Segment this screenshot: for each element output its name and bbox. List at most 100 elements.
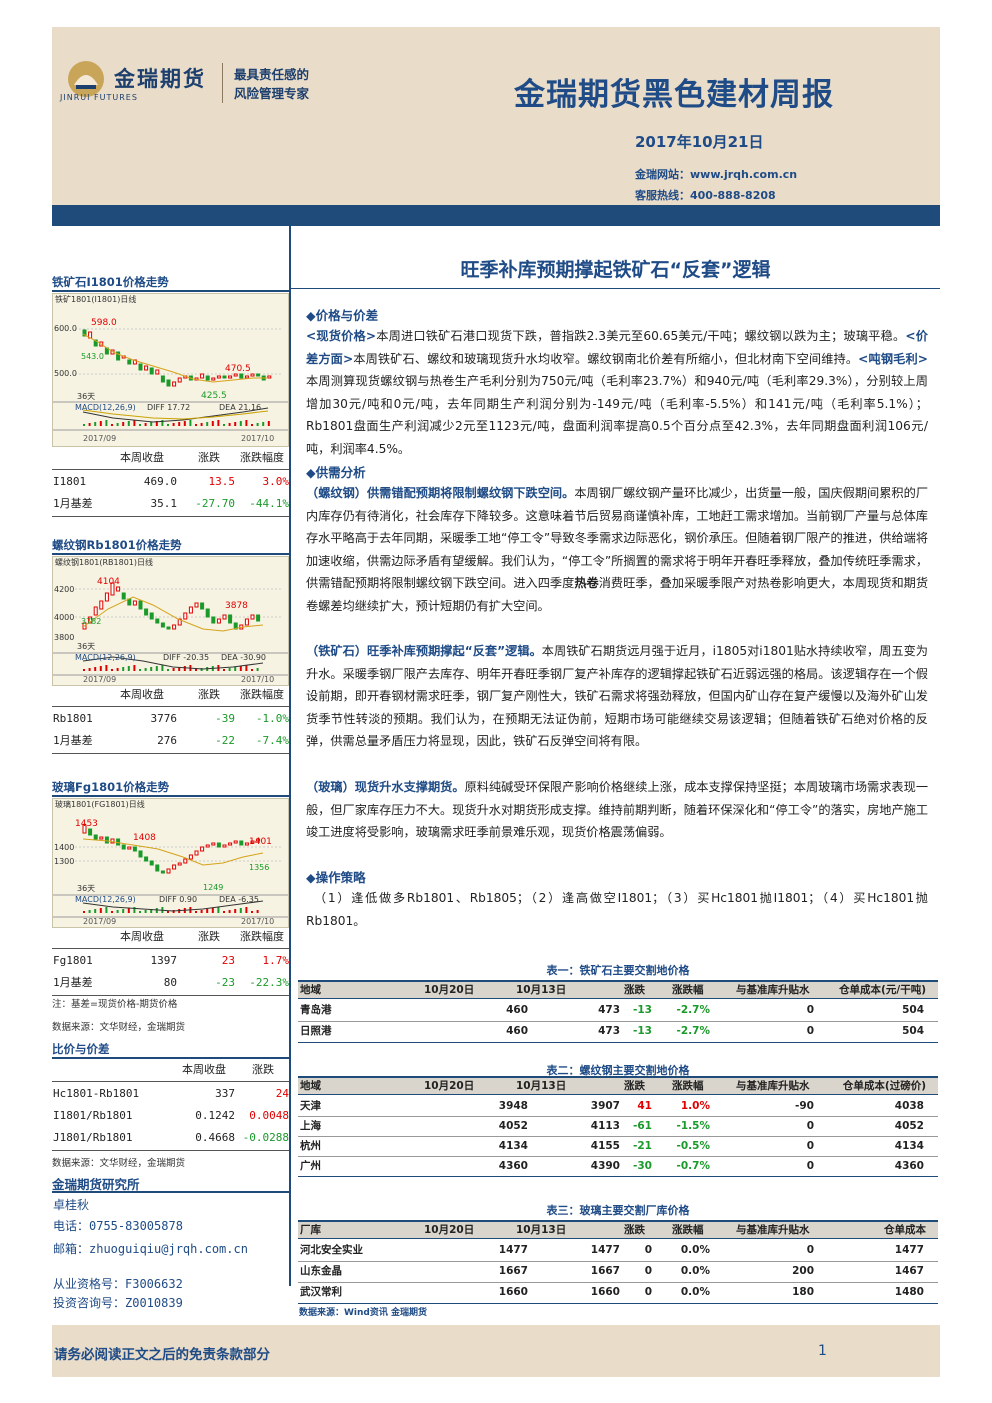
macd-bar	[105, 907, 108, 913]
data-source-note: 数据来源：文华财经，金瑞期货	[52, 1158, 186, 1169]
macd-bar	[155, 421, 158, 426]
candle	[233, 373, 238, 377]
hot-coil-bold: 热卷	[574, 576, 599, 591]
candle	[155, 369, 160, 375]
table-cell: 460	[506, 1004, 528, 1016]
macd-bar	[172, 423, 175, 426]
table-header: 厂库 10月20日 10月13日 涨跌 涨跌幅 与基准库升贴水 仓单成本	[298, 1220, 938, 1239]
candle	[144, 365, 149, 371]
macd-bar	[245, 420, 248, 426]
candle	[239, 373, 244, 379]
table-rule	[298, 1156, 938, 1157]
table-cell: 河北安全实业	[300, 1244, 363, 1256]
table-cell: 4134	[894, 1140, 924, 1152]
row-chg: 23	[221, 954, 235, 967]
candle	[200, 846, 205, 852]
table-cell: -21	[633, 1140, 652, 1152]
rebar-price-chart: 螺纹钢1801(RB1801)日线 4104 4200 4000 3800 37…	[52, 556, 289, 686]
glass-lo2-label: 1356	[249, 863, 270, 872]
table-cell: 0	[806, 1244, 814, 1256]
macd-bar	[172, 910, 175, 913]
rebar-diff-label: DIFF -20.35	[163, 653, 210, 662]
candle	[194, 602, 199, 608]
candle	[188, 854, 193, 860]
basis-note: 注：基差=现货价格-期货价格	[52, 999, 178, 1010]
macd-bar	[144, 910, 147, 913]
candle	[183, 858, 188, 864]
analyst-email[interactable]: 邮箱：zhuoguiqiu@jrqh.com.cn	[53, 1242, 248, 1256]
candle	[250, 840, 255, 844]
report-title: 金瑞期货黑色建材周报	[514, 77, 834, 113]
table-rule	[298, 1136, 938, 1137]
table-cell: -30	[633, 1160, 652, 1172]
candle	[93, 834, 98, 840]
candle	[149, 612, 154, 620]
row-pct: 1.7%	[262, 954, 290, 967]
candle	[132, 600, 137, 606]
iron-days-label: 36天	[77, 392, 96, 401]
table-row: 1月基差 276 -22 -7.4%	[52, 730, 289, 752]
table-cell: 4390	[590, 1160, 620, 1172]
macd-bar	[155, 908, 158, 913]
macd-bar	[206, 909, 209, 913]
row-close: 469.0	[143, 475, 177, 488]
tag-margin: <吨钢毛利>	[858, 351, 928, 366]
hotline: 客服热线：400-888-8208	[635, 189, 776, 202]
section-strategy-body: （1）逢低做多Rb1801、Rb1805；（2）逢高做空I1801；（3）买Hc…	[306, 891, 928, 928]
page-number: 1	[818, 1343, 827, 1359]
institute-name: 金瑞期货研究所	[52, 1177, 140, 1192]
candle	[121, 592, 126, 600]
logo-subtext: JINRUI FUTURES	[60, 93, 138, 102]
table-cell: 0	[644, 1265, 652, 1277]
table-row: J1801/Rb1801 0.4668 -0.0288	[52, 1127, 289, 1149]
table-rule	[298, 1282, 938, 1283]
th: 与基准库升贴水	[736, 984, 810, 996]
section-iron-body: （铁矿石）旺季补库预期撑起“反套”逻辑。本周铁矿石期货远月强于近月，i1805对…	[306, 640, 928, 753]
table-cell: 1.0%	[680, 1100, 710, 1112]
header-bar	[52, 205, 940, 226]
th: 仓单成本	[884, 1224, 926, 1236]
rebar-text-2: 消费旺季，叠加采暖季限产对热卷影响更大，本周现货和期货卷螺差均继续扩大，预计短期…	[306, 576, 929, 613]
macd-bar	[195, 669, 197, 671]
table-cell: 3907	[590, 1100, 620, 1112]
table-cell: -13	[633, 1025, 652, 1037]
report-date: 2017年10月21日	[635, 133, 764, 151]
candle	[177, 377, 182, 383]
row-chg: 0.0048	[249, 1109, 289, 1122]
candle	[177, 862, 182, 866]
col-close: 本周收盘	[120, 930, 164, 943]
macd-bar	[83, 424, 85, 426]
candle	[239, 840, 244, 846]
th: 10月20日	[424, 1224, 475, 1236]
table-cell: 0.0%	[680, 1265, 710, 1277]
jinrui-logo-icon	[68, 61, 104, 97]
iron-dea-label: DEA 21.16	[219, 403, 262, 412]
row-name: I1801	[53, 475, 87, 488]
candle	[149, 367, 154, 375]
table-cell: 3948	[498, 1100, 528, 1112]
macd-bar	[228, 423, 231, 426]
table-rule	[298, 1021, 938, 1022]
row-name: Hc1801-Rb1801	[53, 1087, 140, 1100]
row-name: J1801/Rb1801	[53, 1131, 133, 1144]
table-cell: 4038	[894, 1100, 924, 1112]
table-cell: 0	[806, 1004, 814, 1016]
table-cell: 4155	[590, 1140, 620, 1152]
tag-rebar: （螺纹钢）供需错配预期将限制螺纹钢下跌空间。	[306, 486, 575, 500]
macd-bar	[161, 420, 164, 426]
macd-bar	[167, 424, 169, 426]
table-cell: 4134	[498, 1140, 528, 1152]
candle	[183, 612, 188, 620]
candle	[233, 840, 238, 844]
th: 10月13日	[516, 1224, 567, 1236]
website-link[interactable]: 金瑞网站：www.jrqh.com.cn	[635, 168, 798, 181]
candle	[205, 608, 210, 618]
candle	[172, 864, 177, 870]
th: 仓单成本(元/干吨)	[839, 984, 926, 996]
candle	[144, 608, 149, 616]
macd-bar	[239, 908, 242, 913]
table-row: I1801/Rb1801 0.1242 0.0048	[52, 1105, 289, 1127]
disclaimer-link[interactable]: 请务必阅读正文之后的免责条款部分	[54, 1347, 270, 1363]
row-pct: -7.4%	[255, 734, 289, 747]
candle	[211, 842, 216, 846]
